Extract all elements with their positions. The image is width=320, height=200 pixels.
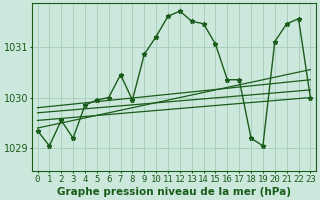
X-axis label: Graphe pression niveau de la mer (hPa): Graphe pression niveau de la mer (hPa) [57, 187, 291, 197]
